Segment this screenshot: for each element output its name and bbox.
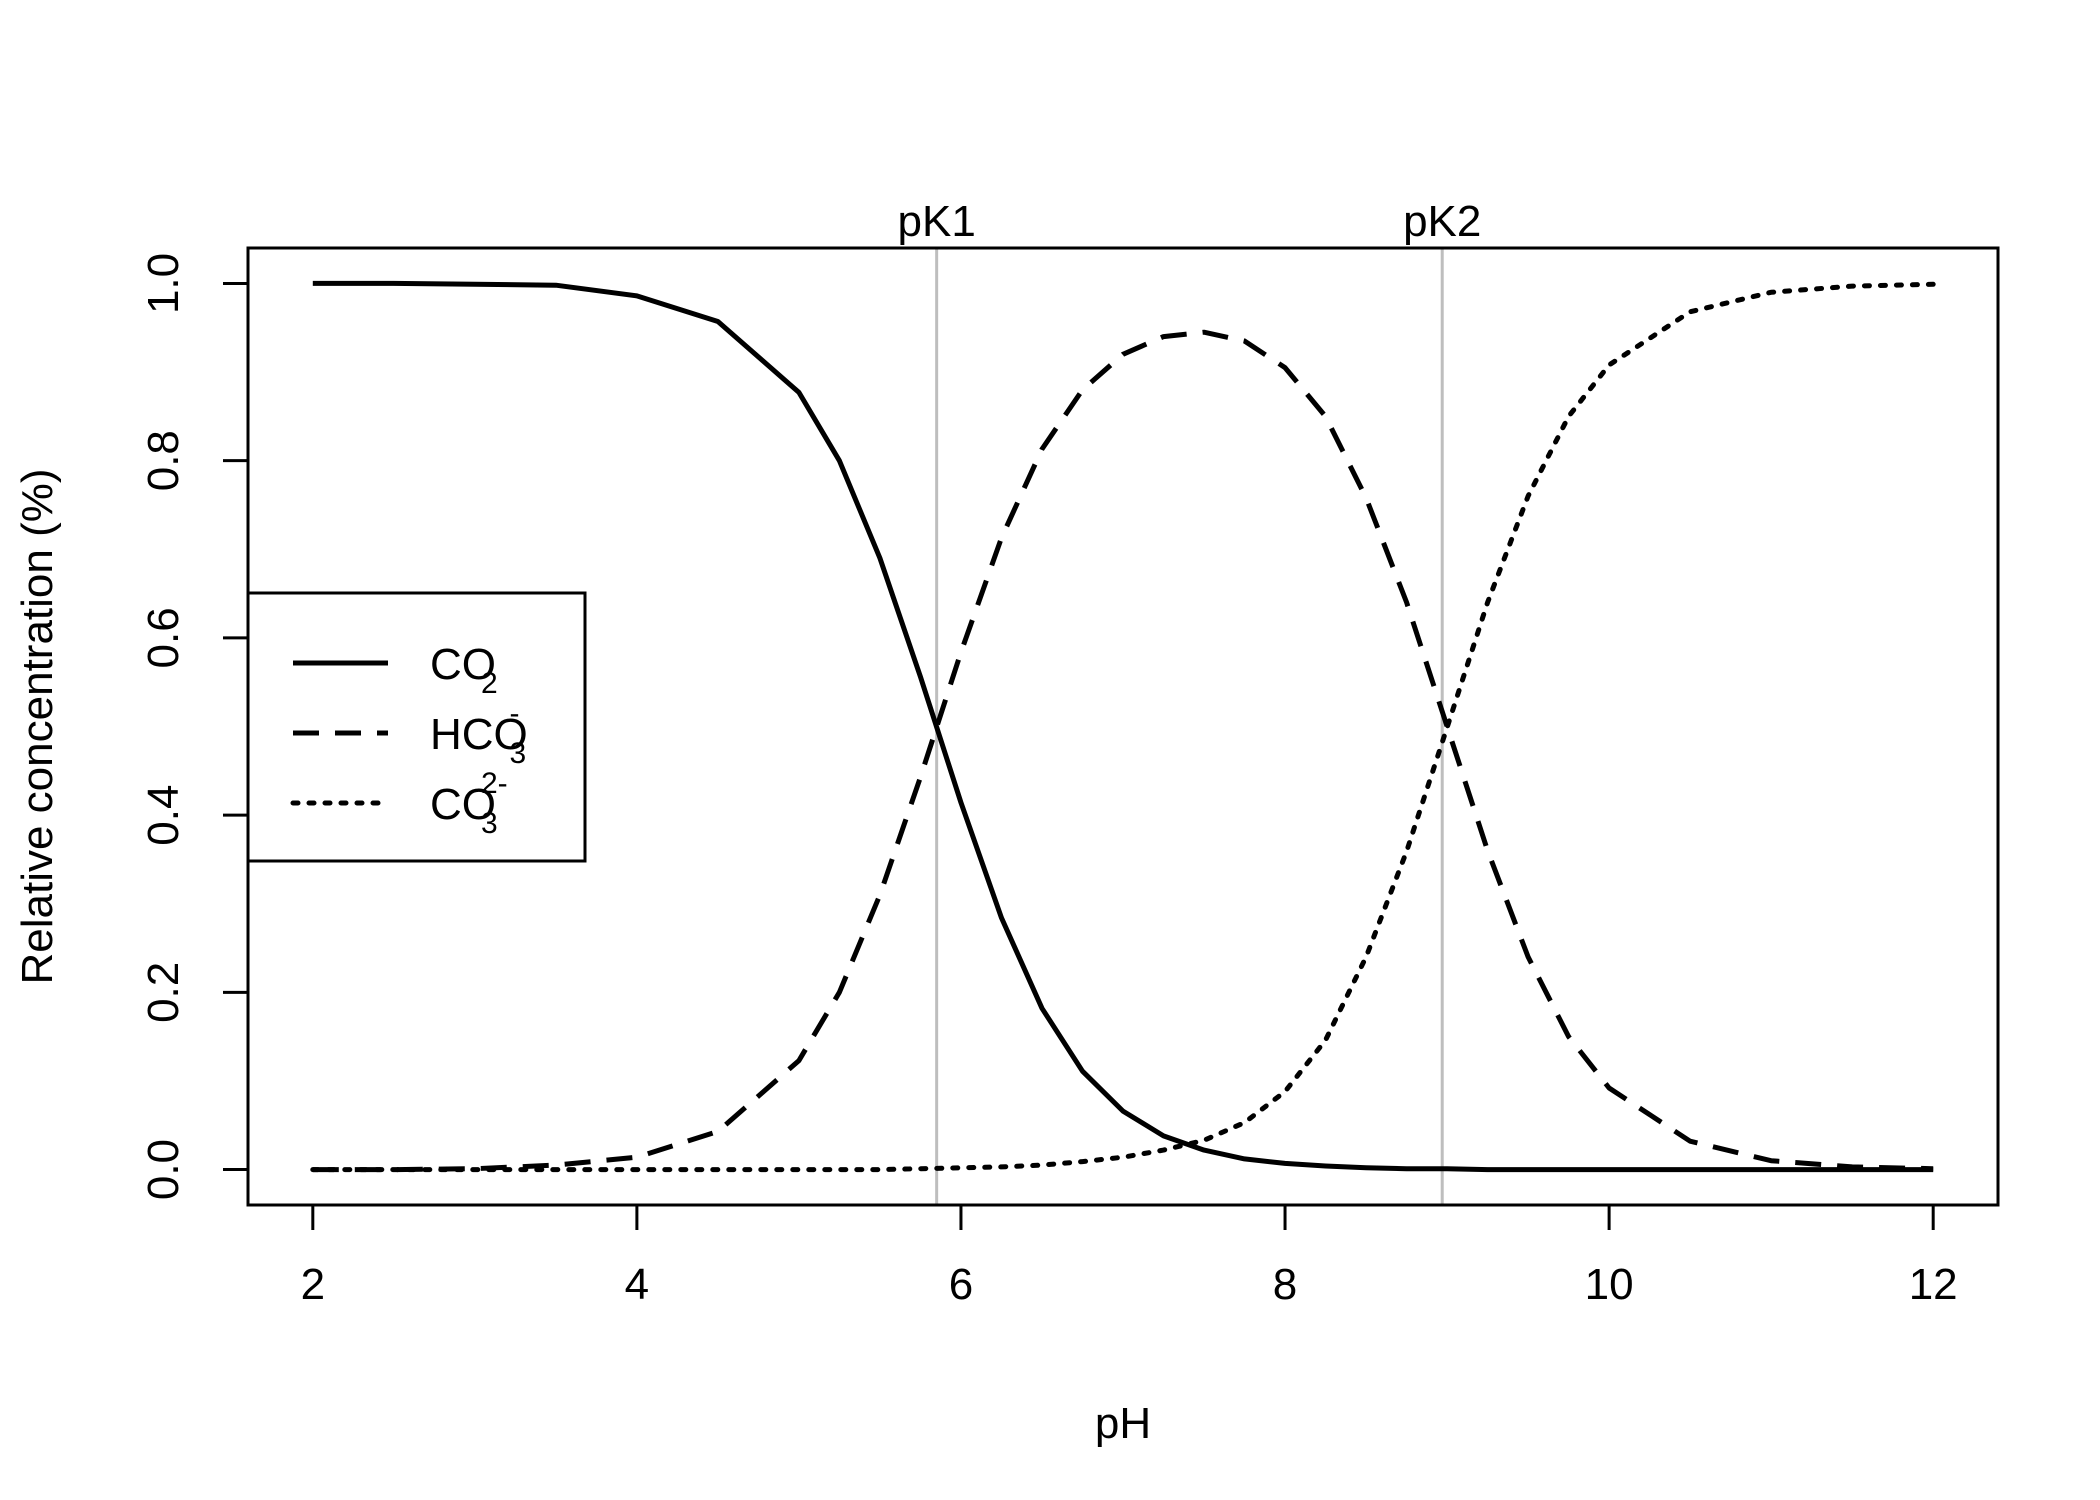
reference-label-pk1: pK1	[898, 197, 976, 246]
x-tick-label: 12	[1909, 1260, 1958, 1309]
reference-label-pk2: pK2	[1403, 197, 1481, 246]
legend-label-base: CO	[430, 640, 496, 689]
y-tick-label: 0.8	[139, 430, 188, 491]
legend-label-base: HCO	[430, 710, 528, 759]
y-tick-label: 1.0	[139, 253, 188, 314]
y-tick-label: 0.4	[139, 785, 188, 846]
y-tick-label: 0.0	[139, 1139, 188, 1200]
legend-label-base: CO	[430, 780, 496, 829]
reference-lines	[935, 248, 1444, 1205]
series-line-2	[310, 281, 1936, 1173]
x-axis-title: pH	[1095, 1399, 1151, 1448]
legend-label-subscript: 3	[510, 737, 527, 770]
x-axis: 2 4 6 8 10 12	[301, 1203, 1958, 1309]
x-tick-label: 6	[949, 1260, 973, 1309]
legend-label: CO2	[430, 640, 498, 700]
y-axis-title: Relative concentration (%)	[13, 468, 62, 984]
x-tick-label: 2	[301, 1260, 325, 1309]
legend-label-superscript: 2-	[481, 767, 508, 800]
legend-label: CO3 2-	[430, 767, 508, 840]
y-tick-label: 0.6	[139, 607, 188, 668]
y-tick-label: 0.2	[139, 962, 188, 1023]
x-tick-label: 10	[1585, 1260, 1634, 1309]
legend-label-subscript: 2	[481, 667, 498, 700]
y-axis: 0.0 0.2 0.4 0.6 0.8 1.0	[139, 253, 250, 1200]
series-line-1	[312, 329, 1934, 1173]
legend-label: HCO3 -	[430, 697, 528, 770]
x-tick-label: 8	[1273, 1260, 1297, 1309]
legend-box	[246, 591, 587, 863]
x-tick-label: 4	[625, 1260, 649, 1309]
series-layer	[310, 280, 1936, 1173]
legend-label-subscript: 3	[481, 807, 498, 840]
series-line-0	[312, 280, 1934, 1173]
legend-label-superscript: -	[510, 697, 520, 730]
